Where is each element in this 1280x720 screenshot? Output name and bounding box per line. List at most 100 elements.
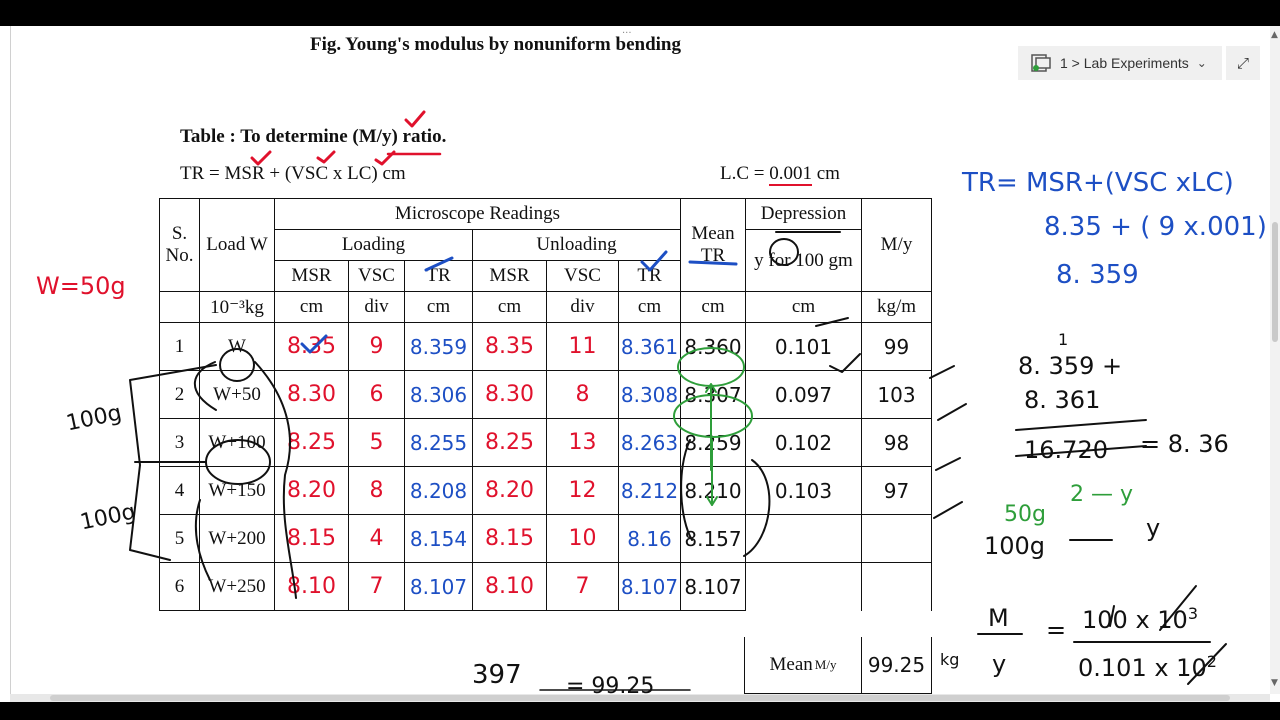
cell-tr-loading: 8.306 (404, 370, 473, 419)
unit-cell: cm (618, 291, 681, 323)
note-sum: 397 (472, 660, 522, 690)
note-y: y (1146, 514, 1161, 542)
mean-my-box: Mean M/y 99.25 (744, 637, 932, 694)
cell-msr-loading: 8.25 (274, 418, 349, 467)
unit-cell: 10⁻³kg (199, 291, 275, 323)
cell-depression: 0.097 (745, 370, 862, 419)
cell-msr-loading: 8.30 (274, 370, 349, 419)
cell-msr-loading: 8.35 (274, 322, 349, 371)
vertical-scrollbar[interactable]: ▲ ▼ (1270, 26, 1280, 694)
cell-sno: 3 (159, 418, 200, 467)
cell-vsc-loading: 7 (348, 562, 405, 611)
cell-sno: 1 (159, 322, 200, 371)
note-100g: 100g (984, 532, 1046, 560)
note-tr-formula: TR= MSR+(VSC xLC) (962, 168, 1234, 198)
lc-unit: cm (812, 163, 840, 184)
unit-cell: div (546, 291, 619, 323)
header-tr: TR (618, 260, 681, 292)
note-add-sum: 16.720 (1024, 436, 1108, 464)
chevron-down-icon[interactable]: ⌄ (1196, 56, 1207, 70)
cell-vsc-unloading: 7 (546, 562, 619, 611)
cell-mean-tr: 8.157 (680, 514, 746, 563)
cell-my: 97 (861, 466, 932, 515)
lc-label: L.C = (720, 163, 770, 184)
scroll-down-icon[interactable]: ▼ (1271, 678, 1278, 688)
unit-blank (159, 291, 200, 323)
cell-mean-tr: 8.360 (680, 322, 746, 371)
note-numerator-base: 100 x 10 (1082, 606, 1188, 634)
readings-table: S. No. Load W Microscope Readings Mean T… (159, 198, 932, 611)
cell-tr-unloading: 8.263 (618, 418, 681, 467)
formula-text: TR = MSR + (VSC x LC) cm (180, 163, 406, 184)
note-2-y: 2 — y (1070, 482, 1134, 507)
unit-cell: cm (472, 291, 547, 323)
table-title: Table : To determine (M/y) ratio. (180, 126, 447, 147)
cell-msr-unloading: 8.35 (472, 322, 547, 371)
note-kg: kg (940, 650, 960, 669)
cell-load: W+200 (199, 514, 275, 563)
cell-my (861, 562, 932, 611)
cell-tr-loading: 8.255 (404, 418, 473, 467)
note-add-2: 8. 361 (1024, 386, 1101, 414)
note-tr-result: 8. 359 (1056, 260, 1139, 290)
cell-my: 99 (861, 322, 932, 371)
note-denominator: 0.101 x 102 (1078, 652, 1217, 682)
header-loading: Loading (274, 229, 473, 261)
mean-fraction: M/y (814, 657, 837, 672)
breadcrumb-nav[interactable]: 1 > Lab Experiments ⌄ (1018, 46, 1222, 80)
cell-vsc-unloading: 11 (546, 322, 619, 371)
header-unloading: Unloading (472, 229, 681, 261)
cell-depression (745, 562, 862, 611)
cell-tr-loading: 8.154 (404, 514, 473, 563)
cell-msr-unloading: 8.25 (472, 418, 547, 467)
header-load: Load W (199, 198, 275, 292)
table-row: 5 W+200 8.15 4 8.154 8.15 10 8.16 8.157 (159, 514, 932, 563)
table-row: 3 W+100 8.25 5 8.255 8.25 13 8.263 8.259… (159, 418, 932, 467)
note-frac-m: M (988, 604, 1009, 632)
note-add-1: 8. 359 + (1018, 352, 1123, 380)
cell-load: W (199, 322, 275, 371)
cell-sno: 6 (159, 562, 200, 611)
note-add-result: = 8. 36 (1140, 430, 1229, 458)
mean-label: Mean (769, 654, 813, 675)
expand-icon[interactable]: ⤢ (1226, 46, 1260, 80)
cell-vsc-loading: 5 (348, 418, 405, 467)
mean-my-value: 99.25 (867, 653, 926, 677)
cell-load: W+250 (199, 562, 275, 611)
drag-grip[interactable]: ··· (622, 28, 632, 39)
cell-load: W+50 (199, 370, 275, 419)
header-msr: MSR (274, 260, 349, 292)
cell-my: 103 (861, 370, 932, 419)
cell-mean-tr: 8.259 (680, 418, 746, 467)
cell-vsc-unloading: 8 (546, 370, 619, 419)
unit-cell: cm (745, 291, 862, 323)
vertical-scroll-thumb[interactable] (1272, 222, 1278, 342)
cell-tr-unloading: 8.308 (618, 370, 681, 419)
cell-load: W+150 (199, 466, 275, 515)
table-row: 4 W+150 8.20 8 8.208 8.20 12 8.212 8.210… (159, 466, 932, 515)
note-one: 1 (1058, 330, 1069, 349)
cell-tr-unloading: 8.107 (618, 562, 681, 611)
unit-cell: cm (680, 291, 746, 323)
cell-msr-loading: 8.10 (274, 562, 349, 611)
header-depression-sub: y for 100 gm (745, 229, 862, 292)
cell-msr-loading: 8.15 (274, 514, 349, 563)
cell-mean-tr: 8.307 (680, 370, 746, 419)
horizontal-scrollbar[interactable] (10, 694, 1270, 702)
cell-sno: 4 (159, 466, 200, 515)
cell-tr-loading: 8.359 (404, 322, 473, 371)
cell-sno: 2 (159, 370, 200, 419)
cell-vsc-loading: 6 (348, 370, 405, 419)
scroll-up-icon[interactable]: ▲ (1271, 30, 1278, 40)
lc-value: 0.001 (769, 163, 812, 186)
table-row: 1 W 8.35 9 8.359 8.35 11 8.361 8.360 0.1… (159, 322, 932, 371)
cell-depression: 0.101 (745, 322, 862, 371)
cell-vsc-loading: 8 (348, 466, 405, 515)
figure-caption: Fig. Young's modulus by nonuniform bendi… (310, 34, 681, 55)
unit-cell: div (348, 291, 405, 323)
horizontal-scroll-thumb[interactable] (50, 695, 1230, 701)
note-equals: = (1046, 616, 1067, 644)
header-depression: Depression (745, 198, 862, 230)
bottom-bar (0, 702, 1280, 720)
cell-tr-unloading: 8.361 (618, 322, 681, 371)
